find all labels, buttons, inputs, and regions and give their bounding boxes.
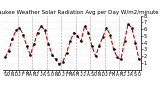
Title: Milwaukee Weather Solar Radiation Avg per Day W/m2/minute: Milwaukee Weather Solar Radiation Avg pe… (0, 10, 158, 15)
